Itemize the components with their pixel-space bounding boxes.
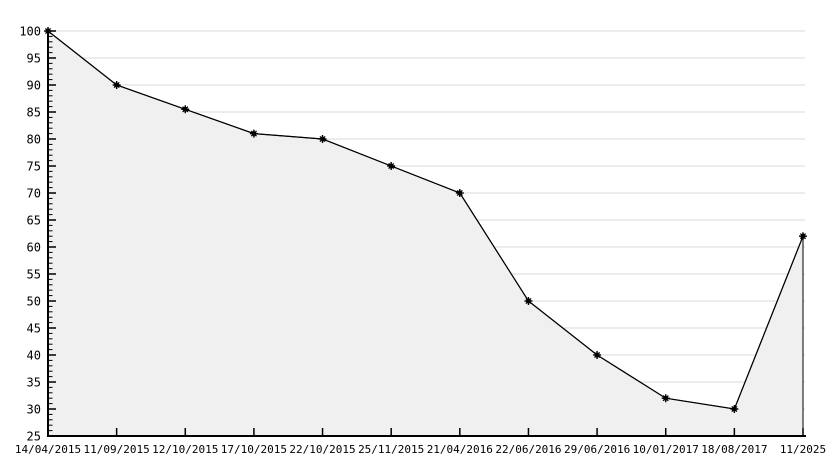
data-point-marker bbox=[455, 188, 464, 198]
y-tick-label: 55 bbox=[27, 268, 41, 282]
y-tick-label: 50 bbox=[27, 295, 41, 309]
marker-dot bbox=[182, 106, 188, 112]
data-point-marker bbox=[112, 80, 121, 90]
marker-dot bbox=[800, 233, 806, 239]
data-point-marker bbox=[318, 134, 327, 144]
x-tick-label: 17/10/2015 bbox=[221, 443, 287, 456]
x-tick-label: 29/06/2016 bbox=[564, 443, 630, 456]
x-tick-label: 12/10/2015 bbox=[152, 443, 218, 456]
marker-dot bbox=[388, 163, 394, 169]
x-tick-label: 11/2025 bbox=[780, 443, 826, 456]
x-tick-label: 18/08/2017 bbox=[701, 443, 767, 456]
y-tick-label: 65 bbox=[27, 214, 41, 228]
marker-dot bbox=[731, 406, 737, 412]
data-point-marker bbox=[181, 105, 190, 114]
y-tick-label: 80 bbox=[27, 133, 41, 147]
data-point-marker bbox=[799, 232, 807, 241]
y-tick-label: 75 bbox=[27, 160, 41, 174]
y-tick-label: 100 bbox=[19, 25, 41, 39]
y-tick-label: 40 bbox=[27, 349, 41, 363]
x-tick-label: 25/11/2015 bbox=[358, 443, 424, 456]
x-tick-label: 21/04/2016 bbox=[427, 443, 493, 456]
x-tick-label: 22/06/2016 bbox=[495, 443, 561, 456]
y-tick-label: 60 bbox=[27, 241, 41, 255]
series-area bbox=[47, 29, 804, 437]
data-point-marker bbox=[661, 394, 670, 403]
data-point-marker bbox=[524, 296, 533, 306]
y-tick-label: 85 bbox=[27, 106, 41, 120]
marker-dot bbox=[663, 395, 669, 401]
y-tick-label: 90 bbox=[27, 79, 41, 93]
y-tick-label: 95 bbox=[27, 52, 41, 66]
data-point-marker bbox=[730, 404, 739, 414]
x-tick-label: 22/10/2015 bbox=[289, 443, 355, 456]
data-point-marker bbox=[387, 161, 396, 171]
x-tick-label: 14/04/2015 bbox=[15, 443, 81, 456]
data-point-marker bbox=[44, 26, 52, 36]
data-point-marker bbox=[593, 350, 602, 360]
y-tick-label: 25 bbox=[27, 430, 41, 444]
marker-dot bbox=[45, 28, 51, 34]
x-tick-label: 10/01/2017 bbox=[633, 443, 699, 456]
series-line bbox=[47, 30, 804, 410]
y-tick-label: 35 bbox=[27, 376, 41, 390]
marker-dot bbox=[457, 190, 463, 196]
marker-dot bbox=[251, 131, 257, 137]
x-tick-label: 11/09/2015 bbox=[84, 443, 150, 456]
marker-dot bbox=[594, 352, 600, 358]
marker-dot bbox=[526, 298, 531, 304]
marker-dot bbox=[320, 136, 325, 142]
data-point-marker bbox=[249, 129, 258, 138]
y-tick-label: 30 bbox=[27, 403, 41, 417]
y-tick-label: 45 bbox=[27, 322, 41, 336]
marker-dot bbox=[114, 82, 120, 88]
y-tick-label: 70 bbox=[27, 187, 41, 201]
